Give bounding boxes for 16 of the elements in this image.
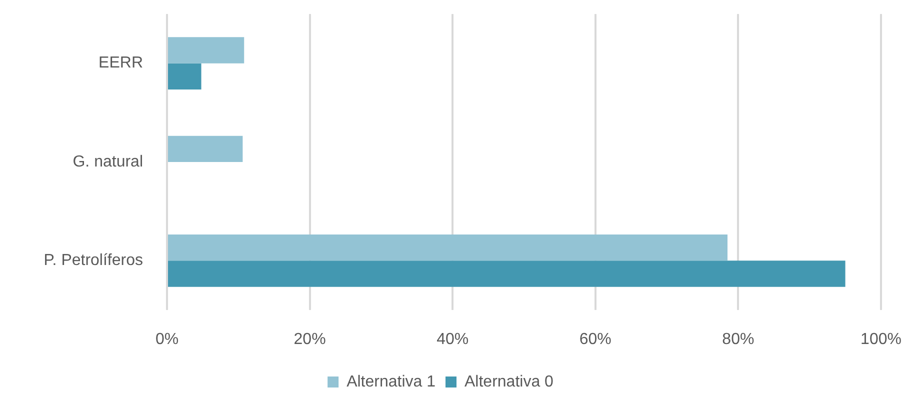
bar xyxy=(168,37,244,64)
legend-label: Alternativa 0 xyxy=(464,373,554,390)
x-tick-label: 80% xyxy=(722,331,754,348)
bar xyxy=(168,234,728,261)
x-tick-label: 40% xyxy=(436,331,469,348)
x-tick-label: 100% xyxy=(860,331,902,348)
x-tick-label: 60% xyxy=(579,331,612,348)
x-tick-label: 0% xyxy=(155,331,179,348)
x-tick-label: 20% xyxy=(294,331,326,348)
bar xyxy=(168,260,846,287)
bar xyxy=(168,136,243,162)
y-tick-label: EERR xyxy=(98,54,143,72)
legend-label: Alternativa 1 xyxy=(346,373,436,390)
y-tick-label: G. natural xyxy=(72,153,143,170)
y-tick-label: P. Petrolíferos xyxy=(44,252,143,270)
bar xyxy=(168,63,202,90)
